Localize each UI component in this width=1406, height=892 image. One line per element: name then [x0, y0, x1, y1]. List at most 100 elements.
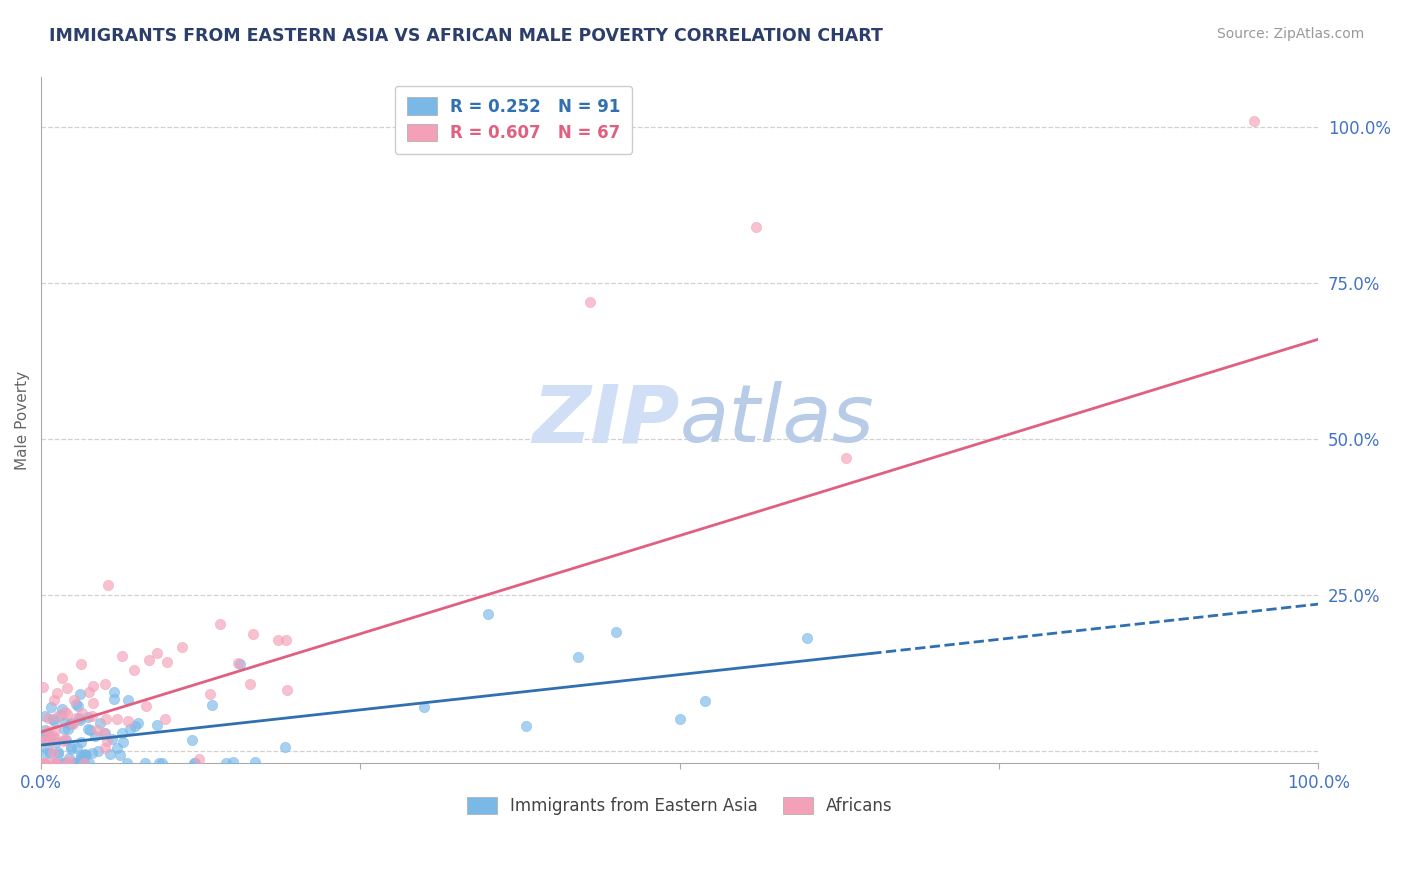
Point: [94, 712, 117, 726]
Point: [45, 735, 67, 749]
Point: [58, 754, 80, 768]
Point: [274, 740, 297, 755]
Point: [1243, 114, 1265, 128]
Point: [41, 756, 63, 771]
Point: [52, 722, 75, 736]
Point: [82, 696, 104, 710]
Point: [34, 723, 56, 737]
Point: [215, 756, 238, 771]
Point: [34, 756, 56, 771]
Point: [46, 745, 69, 759]
Point: [183, 756, 205, 771]
Point: [103, 692, 125, 706]
Point: [477, 607, 499, 621]
Point: [135, 698, 157, 713]
Point: [70, 747, 93, 762]
Point: [55, 732, 77, 747]
Point: [44, 756, 66, 771]
Point: [34, 756, 56, 771]
Point: [198, 687, 221, 701]
Text: atlas: atlas: [679, 381, 875, 459]
Point: [73, 747, 96, 762]
Point: [155, 655, 177, 669]
Point: [112, 735, 135, 749]
Point: [59, 716, 82, 731]
Point: [150, 756, 173, 771]
Point: [80, 708, 103, 723]
Point: [97, 578, 120, 592]
Point: [35, 732, 58, 747]
Point: [146, 718, 169, 732]
Point: [59, 742, 82, 756]
Point: [34, 709, 56, 723]
Point: [108, 747, 131, 762]
Point: [69, 657, 91, 671]
Point: [117, 756, 139, 771]
Point: [117, 714, 139, 728]
Point: [69, 752, 91, 766]
Point: [134, 756, 156, 771]
Point: [515, 719, 537, 733]
Point: [94, 677, 117, 691]
Point: [39, 733, 62, 747]
Point: [37, 723, 59, 738]
Point: [77, 756, 100, 771]
Point: [138, 653, 160, 667]
Point: [75, 747, 97, 762]
Point: [229, 657, 252, 672]
Point: [82, 679, 104, 693]
Point: [75, 748, 97, 763]
Point: [70, 706, 93, 720]
Point: [796, 632, 818, 646]
Point: [44, 723, 66, 738]
Point: [45, 756, 67, 770]
Point: [89, 716, 111, 731]
Point: [51, 671, 73, 685]
Point: [44, 731, 66, 746]
Y-axis label: Male Poverty: Male Poverty: [15, 371, 30, 470]
Point: [124, 719, 146, 733]
Point: [63, 693, 86, 707]
Point: [72, 756, 94, 771]
Point: [80, 746, 103, 760]
Point: [59, 739, 82, 754]
Point: [65, 741, 87, 756]
Point: [117, 693, 139, 707]
Point: [60, 715, 83, 730]
Point: [56, 756, 79, 771]
Point: [46, 708, 69, 723]
Point: [44, 693, 66, 707]
Point: [201, 698, 224, 712]
Text: ZIP: ZIP: [533, 381, 679, 459]
Point: [79, 723, 101, 737]
Point: [65, 756, 87, 771]
Point: [221, 755, 243, 769]
Point: [153, 711, 176, 725]
Point: [45, 686, 67, 700]
Point: [37, 742, 59, 756]
Point: [242, 626, 264, 640]
Point: [70, 750, 93, 764]
Point: [58, 751, 80, 765]
Point: [66, 699, 89, 714]
Point: [52, 756, 75, 771]
Point: [107, 713, 129, 727]
Legend: Immigrants from Eastern Asia, Africans: Immigrants from Eastern Asia, Africans: [458, 789, 901, 823]
Point: [188, 752, 211, 766]
Point: [55, 707, 77, 722]
Point: [35, 731, 58, 746]
Point: [96, 734, 118, 748]
Point: [100, 732, 122, 747]
Point: [668, 713, 690, 727]
Point: [103, 685, 125, 699]
Point: [567, 650, 589, 665]
Point: [835, 450, 858, 465]
Point: [49, 708, 72, 723]
Point: [118, 723, 141, 737]
Point: [93, 725, 115, 739]
Point: [84, 729, 107, 743]
Point: [65, 697, 87, 711]
Point: [31, 728, 53, 742]
Point: [77, 709, 100, 723]
Point: [243, 756, 266, 770]
